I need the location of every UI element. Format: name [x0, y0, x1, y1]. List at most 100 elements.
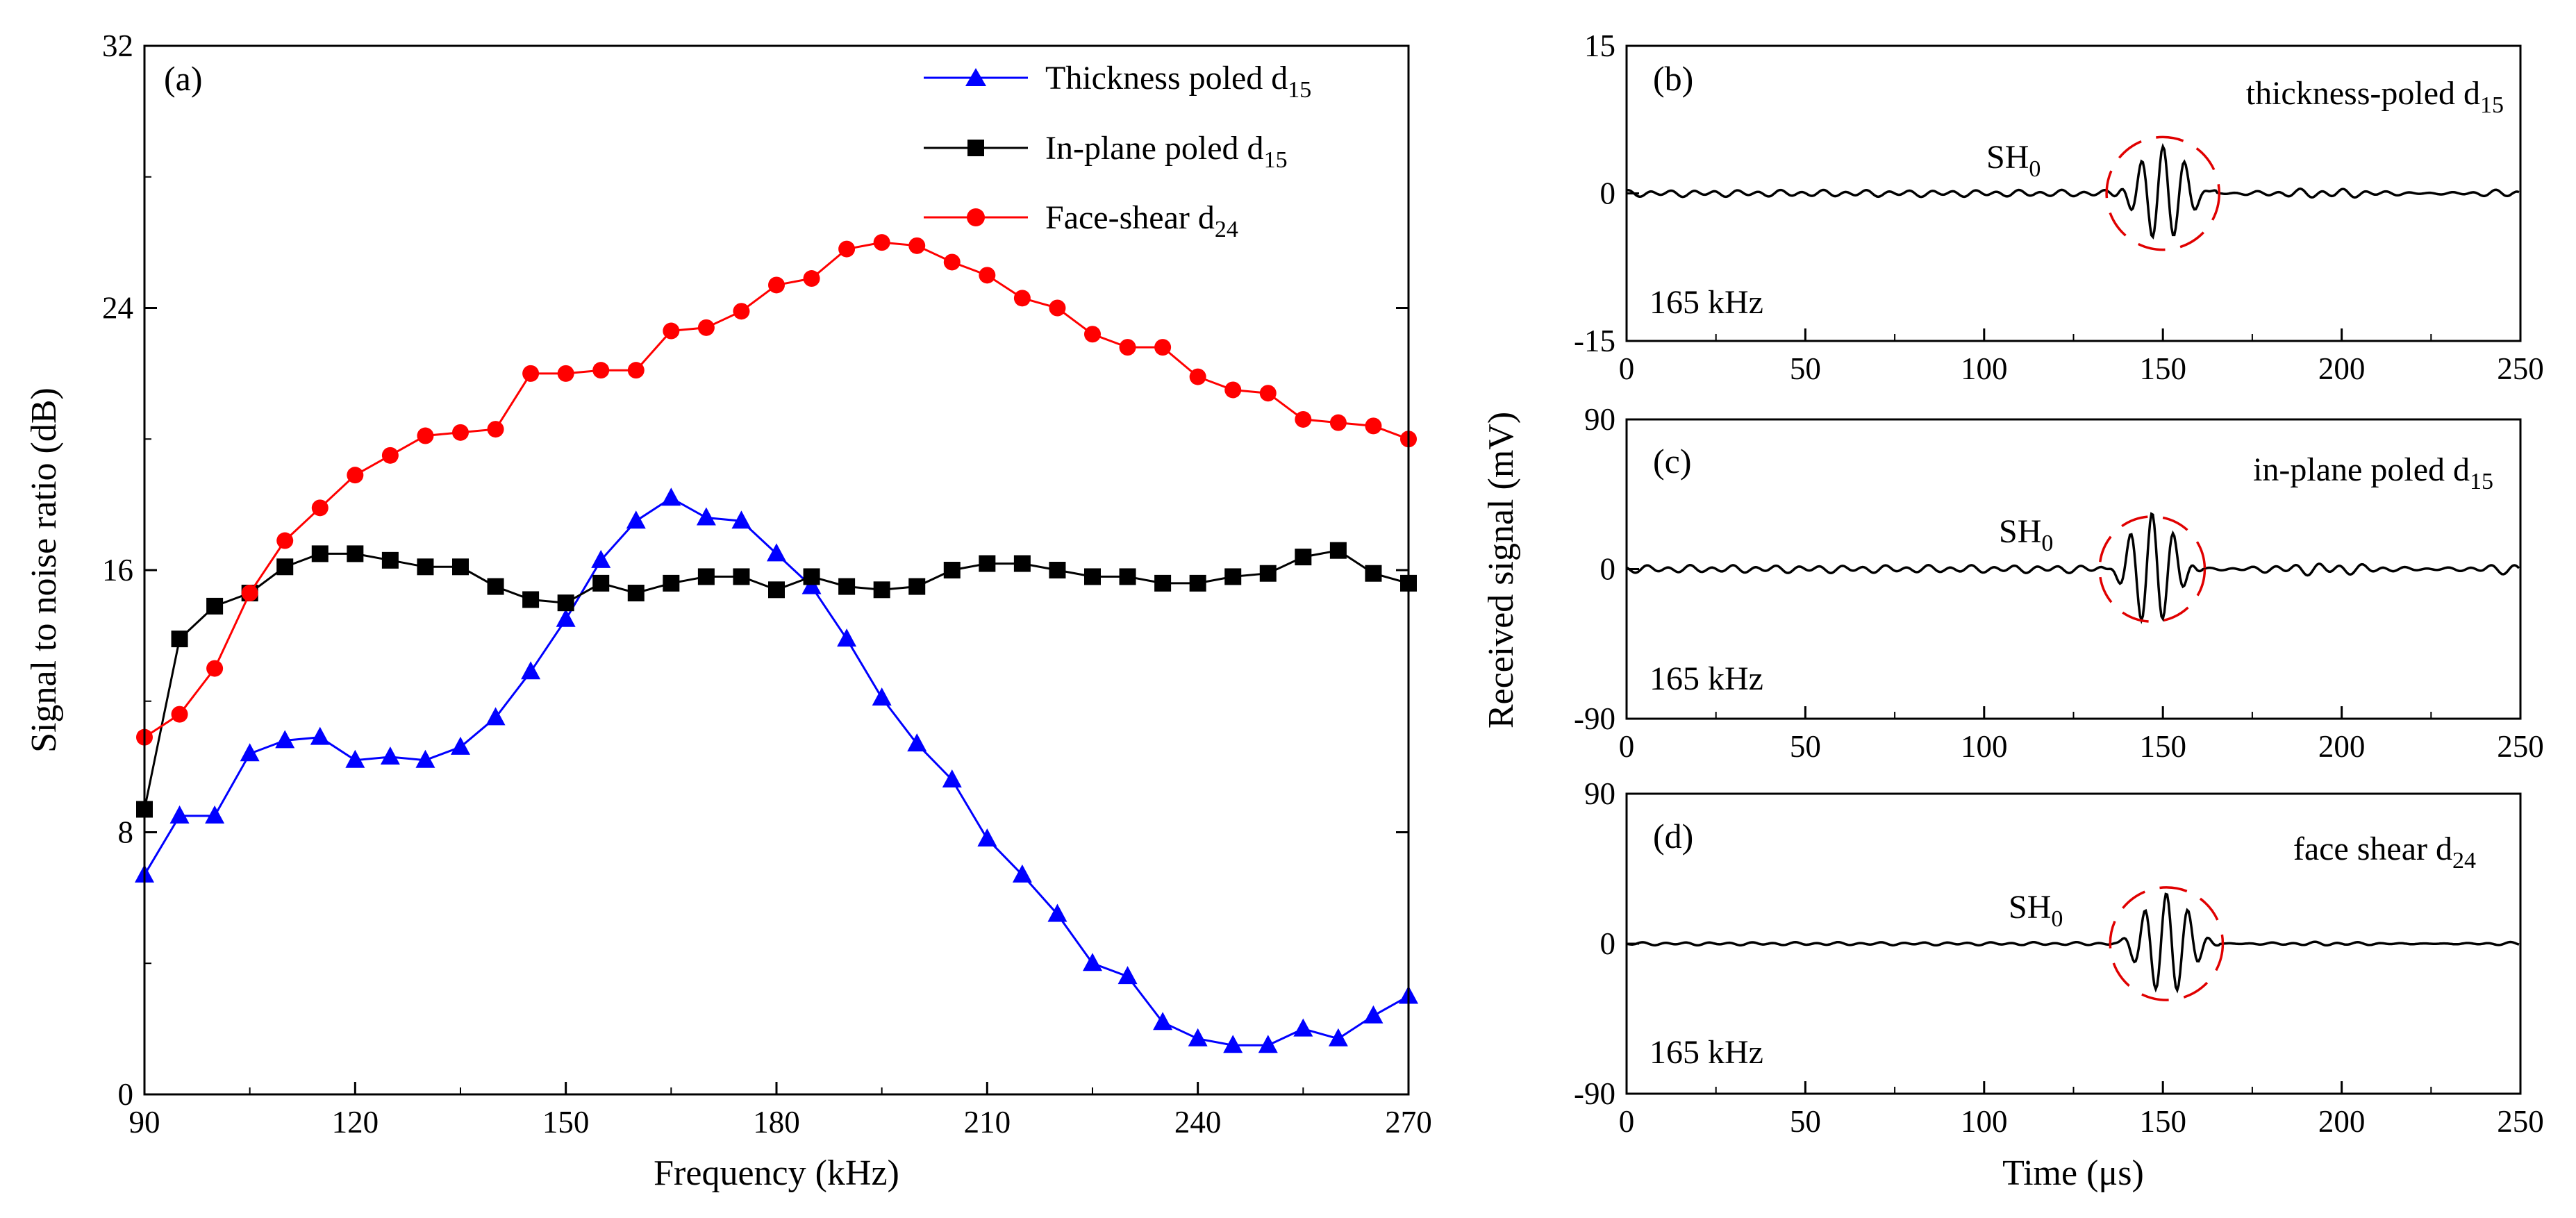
data-point-square	[1154, 574, 1172, 592]
data-point-triangle	[1293, 1018, 1313, 1037]
data-point-triangle	[451, 736, 470, 755]
waveform-c	[1626, 512, 2520, 624]
highlight-circle-b	[2105, 135, 2221, 251]
panel-c-label: (c)	[1653, 442, 1692, 481]
data-point-circle	[347, 467, 364, 484]
data-point-circle	[1049, 299, 1066, 317]
d-xtick-label: 150	[2139, 1104, 2186, 1139]
right-y-axis-label: Received signal (mV)	[1481, 412, 1521, 728]
a-ytick-label: 24	[102, 291, 133, 326]
data-point-triangle	[872, 687, 892, 706]
panel-a-plot-area: 90 120 150 180 210 240 270 0 8 16 24 32	[102, 28, 1432, 1140]
d-xtick-label: 100	[1961, 1104, 2008, 1139]
data-point-triangle	[521, 661, 541, 680]
d-xtick-label: 200	[2318, 1104, 2366, 1139]
panel-a-x-axis-label: Frequency (kHz)	[654, 1153, 899, 1193]
panel-b-annotation: thickness-poled d15	[2246, 75, 2504, 118]
data-point-circle	[1119, 339, 1136, 356]
data-point-circle	[627, 362, 645, 379]
data-point-triangle	[1188, 1028, 1208, 1046]
data-point-circle	[522, 365, 540, 382]
data-point-square	[838, 578, 856, 595]
data-point-circle	[733, 303, 750, 320]
c-ytick-label: 0	[1600, 552, 1616, 587]
data-point-square	[627, 585, 645, 602]
data-point-square	[452, 558, 469, 576]
c-ytick-label: 90	[1584, 402, 1615, 437]
data-point-square	[417, 558, 434, 576]
data-point-triangle	[415, 749, 435, 768]
data-point-square	[1013, 555, 1031, 572]
legend-label-faceshear: Face-shear d24	[1045, 199, 1238, 242]
a-xtick-label: 120	[332, 1105, 379, 1140]
b-xtick-label: 50	[1790, 351, 1821, 386]
data-point-triangle	[1328, 1028, 1348, 1046]
data-point-circle	[1259, 385, 1277, 402]
c-ytick-label: -90	[1574, 701, 1615, 736]
data-point-triangle	[556, 608, 576, 627]
panel-d-mode-label: SH0	[2009, 889, 2063, 932]
data-point-circle	[452, 424, 469, 441]
d-xtick-label: 0	[1619, 1104, 1635, 1139]
b-xtick-label: 100	[1961, 351, 2008, 386]
data-point-triangle	[626, 510, 646, 529]
panel-c-mode-label: SH0	[1999, 513, 2053, 556]
data-point-triangle	[240, 743, 260, 762]
data-point-circle	[276, 532, 294, 549]
a-ytick-label: 32	[102, 28, 133, 63]
b-ytick-label: 0	[1600, 176, 1616, 211]
c-xtick-label: 50	[1790, 729, 1821, 764]
data-point-square	[908, 578, 926, 595]
legend-marker-square	[967, 140, 984, 156]
c-xtick-label: 100	[1961, 729, 2008, 764]
data-point-triangle	[275, 730, 295, 749]
data-point-circle	[697, 319, 715, 336]
data-point-square	[663, 574, 680, 592]
data-point-square	[1049, 562, 1066, 578]
data-point-square	[557, 594, 574, 612]
panel-a-frame	[143, 44, 1410, 1096]
data-point-triangle	[1223, 1035, 1243, 1053]
data-point-circle	[557, 365, 574, 382]
legend-label-inplane: In-plane poled d15	[1045, 130, 1288, 173]
data-point-square	[1295, 549, 1312, 566]
c-xtick-label: 150	[2139, 729, 2186, 764]
data-point-square	[347, 545, 364, 562]
legend-marker-triangle	[965, 68, 986, 86]
data-point-circle	[1154, 339, 1172, 356]
data-point-circle	[803, 270, 820, 287]
d-ytick-label: 90	[1584, 776, 1615, 811]
data-point-square	[1119, 568, 1136, 585]
data-point-triangle	[801, 576, 822, 594]
waveform-d	[1626, 892, 2520, 994]
data-point-circle	[311, 499, 329, 517]
panel-b-frame	[1625, 44, 2522, 342]
panel-b-mode-label: SH0	[1986, 139, 2041, 182]
right-x-axis-label: Time (μs)	[2002, 1153, 2144, 1193]
d-ytick-label: 0	[1600, 926, 1616, 961]
data-point-square	[803, 568, 820, 585]
data-point-circle	[1365, 417, 1382, 435]
data-point-triangle	[1153, 1012, 1173, 1031]
data-point-square	[943, 562, 961, 578]
b-xtick-label: 250	[2497, 351, 2544, 386]
data-point-triangle	[1012, 864, 1032, 883]
a-ytick-label: 8	[118, 815, 134, 850]
data-point-circle	[768, 276, 785, 294]
data-point-triangle	[1363, 1005, 1383, 1024]
data-point-triangle	[485, 707, 506, 726]
data-point-triangle	[837, 628, 857, 647]
data-point-square	[206, 597, 224, 615]
data-point-triangle	[767, 543, 786, 562]
legend-marker-circle	[967, 208, 985, 226]
highlight-circle-d	[2109, 886, 2225, 1001]
data-point-triangle	[345, 749, 365, 768]
highlight-circle-c	[2098, 515, 2207, 623]
data-point-square	[1084, 568, 1101, 585]
data-point-square	[311, 545, 329, 562]
